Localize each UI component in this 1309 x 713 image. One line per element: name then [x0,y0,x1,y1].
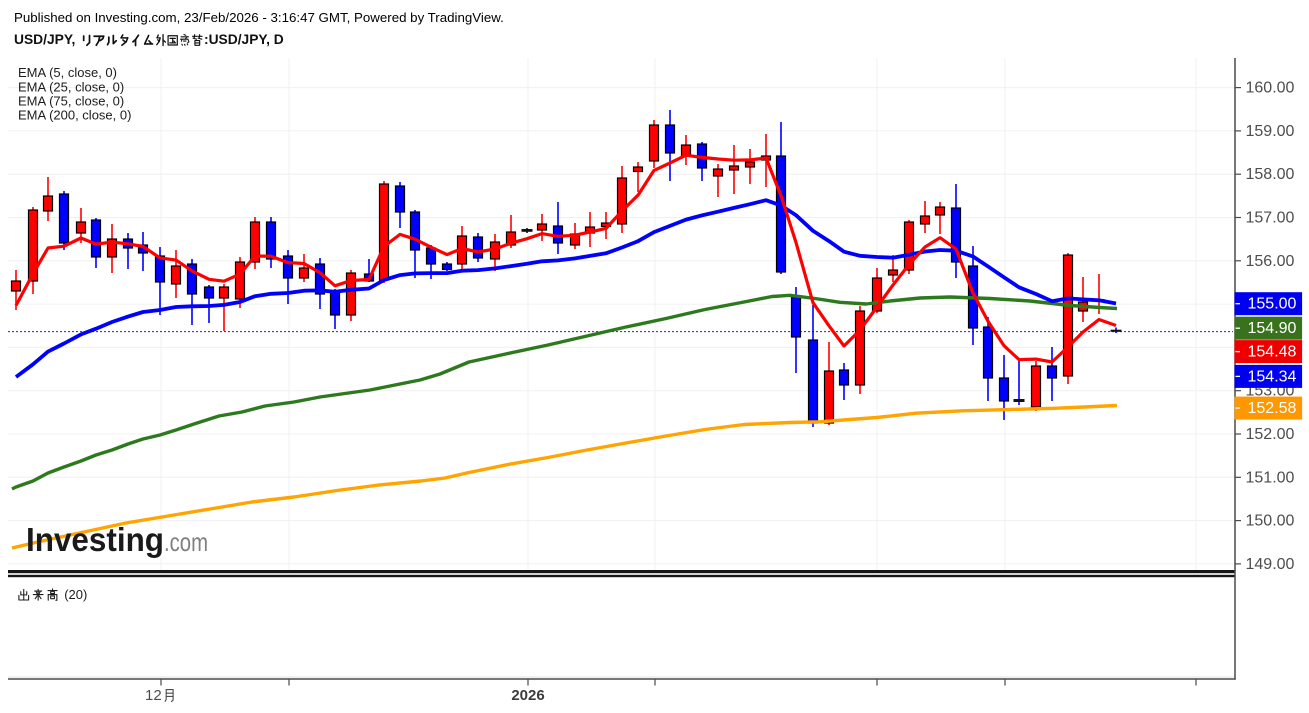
svg-text::USD/JPY, D: :USD/JPY, D [204,32,284,47]
svg-text:USD/JPY,: USD/JPY, [14,32,75,47]
svg-text:EMA (5, close, 0): EMA (5, close, 0) [18,65,117,80]
svg-text:151.00: 151.00 [1246,469,1295,486]
svg-text:12: 12 [145,687,162,704]
svg-text:Investing: Investing [26,521,164,558]
svg-text:EMA (200, close, 0): EMA (200, close, 0) [18,108,131,123]
svg-text:160.00: 160.00 [1246,80,1295,97]
svg-text:EMA (25, close, 0): EMA (25, close, 0) [18,79,124,94]
svg-text:2026: 2026 [511,687,544,704]
svg-text:Published on Investing.com, 23: Published on Investing.com, 23/Feb/2026 … [14,10,504,25]
svg-text:150.00: 150.00 [1246,513,1295,530]
svg-text:157.00: 157.00 [1246,210,1295,227]
svg-text:158.00: 158.00 [1246,166,1295,183]
svg-text:152.00: 152.00 [1246,426,1295,443]
svg-text:155.00: 155.00 [1248,296,1297,313]
svg-text:(20): (20) [64,587,87,602]
svg-text:154.90: 154.90 [1248,320,1297,337]
svg-text:154.34: 154.34 [1248,368,1297,385]
svg-text:EMA (75, close, 0): EMA (75, close, 0) [18,93,124,108]
svg-text:152.58: 152.58 [1248,400,1297,417]
svg-text:.com: .com [164,527,208,557]
svg-text:156.00: 156.00 [1246,253,1295,270]
svg-text:154.48: 154.48 [1248,344,1297,361]
svg-text:149.00: 149.00 [1246,556,1295,573]
svg-text:159.00: 159.00 [1246,123,1295,140]
